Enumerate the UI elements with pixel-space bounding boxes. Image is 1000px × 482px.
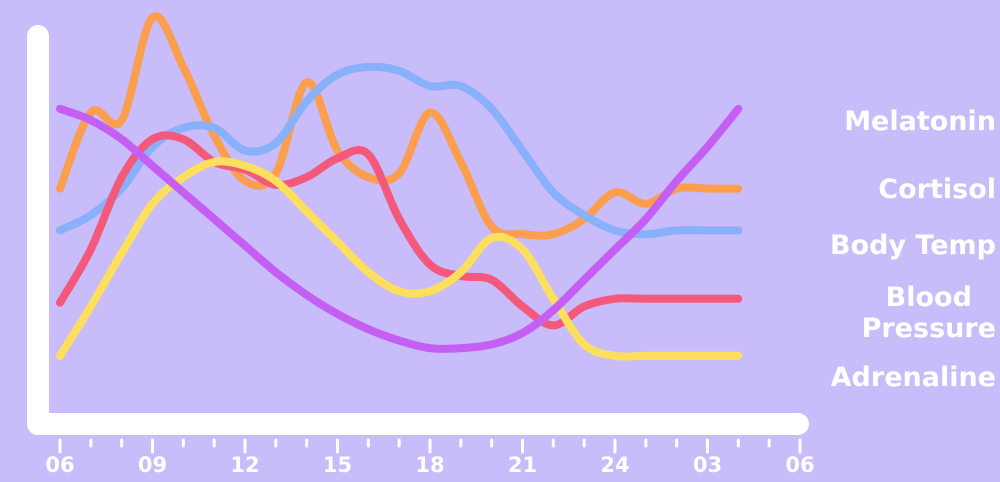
x-tick-label: 24 [600, 453, 629, 477]
x-tick-label: 06 [45, 453, 74, 477]
x-tick-label: 18 [415, 453, 444, 477]
x-tick-label: 21 [508, 453, 537, 477]
x-tick-label: 03 [693, 453, 722, 477]
series-line-melatonin [56, 104, 743, 353]
series-line-body-temp [56, 62, 743, 239]
legend-label-cortisol: Cortisol [878, 174, 996, 205]
x-tick-label: 06 [785, 453, 814, 477]
x-tick-label: 09 [138, 453, 167, 477]
legend-label-adrenaline: Adrenaline [830, 362, 996, 393]
legend-label-blood-pressure: Blood Pressure [861, 282, 996, 344]
legend-label-body-temp: Body Temp [829, 230, 996, 261]
legend-label-melatonin: Melatonin [844, 106, 996, 137]
series-line-blood-pressure [56, 131, 743, 330]
series-line-cortisol [56, 12, 743, 240]
axes-layer [27, 25, 809, 435]
series-layer [56, 12, 743, 361]
x-tick-label: 15 [323, 453, 352, 477]
ticks-layer: 06 09 12 15 18 21 24 03 06 [45, 438, 815, 477]
series-line-adrenaline [56, 157, 743, 361]
x-tick-label: 12 [230, 453, 259, 477]
